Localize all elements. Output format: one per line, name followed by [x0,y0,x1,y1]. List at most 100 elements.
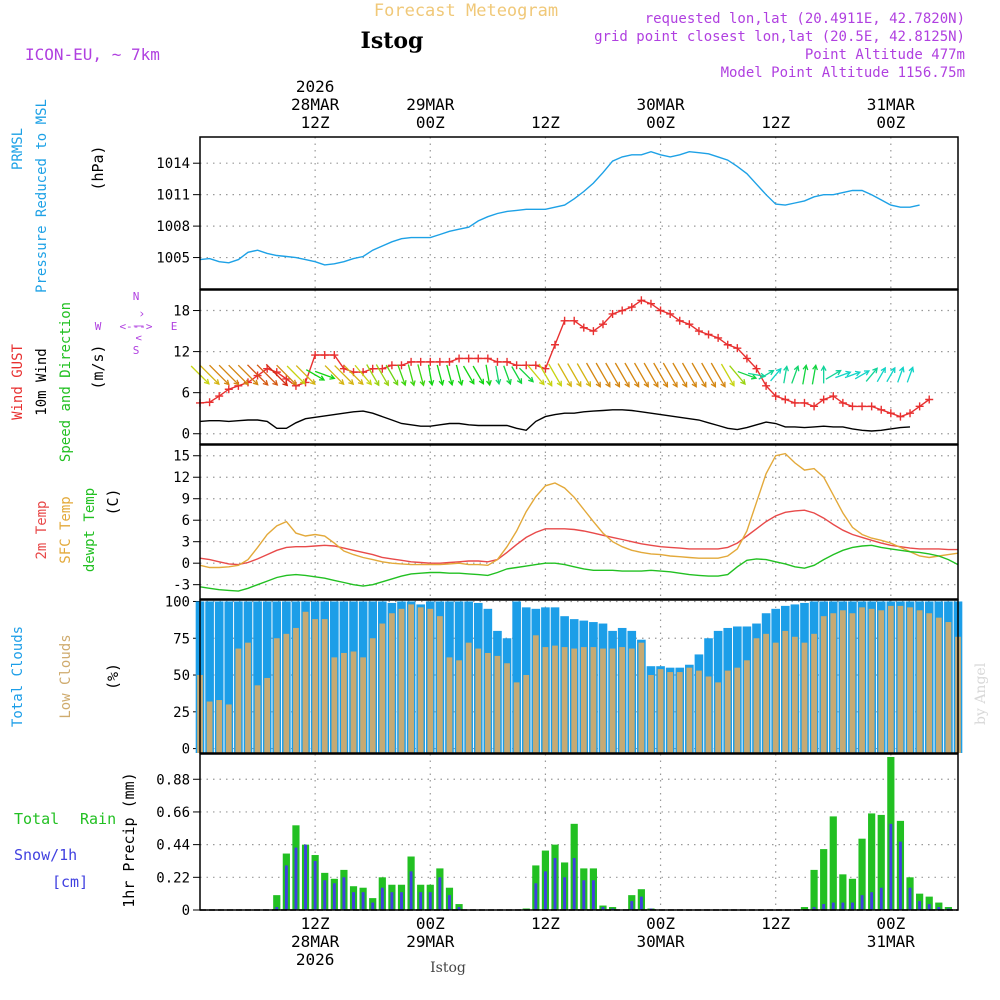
clouds-bar-low_cloud [571,648,578,753]
temp-units: (C) [104,488,122,515]
gust-marker [858,402,867,411]
point-altitude: Point Altitude 477m [805,47,965,63]
clouds-bar-low_cloud [398,608,405,753]
clouds-bar-low_cloud [849,613,856,753]
wind-direction-arrowhead [478,378,485,385]
gust-marker [570,316,579,325]
compass-east: E [171,320,178,333]
precip-ytick-label: 0.88 [156,772,190,788]
wind-direction-arrow [770,368,782,382]
wind-direction-arrow [485,364,491,386]
clouds-bar-low_cloud [715,682,722,753]
clouds-ytick-label: 0 [182,742,190,758]
cloud-label-1: Total Clouds [10,626,26,727]
clouds-bar-low_cloud [302,611,309,753]
gust-marker [503,357,512,366]
location-title: Istog [361,28,424,54]
wind-direction-arrow [643,362,659,388]
wind-direction-arrow [633,362,649,388]
wind-direction-arrowhead [291,379,298,386]
wind-direction-arrowhead [710,381,717,388]
precip-label-cm: [cm] [52,873,88,891]
wind-direction-arrow [681,362,697,388]
precip-bar-snow [390,892,394,910]
clouds-bar-low_cloud [772,642,779,753]
clouds-bar-low_cloud [216,700,223,753]
wind-direction-arrow [375,364,389,386]
pressure-ytick-label: 1014 [156,156,190,172]
wind-direction-arrow [295,365,316,385]
precip-bar-rain [925,896,933,910]
top-axis-label: 00Z [416,113,445,132]
clouds-ytick-label: 100 [165,594,190,610]
clouds-bar-low_cloud [245,642,251,753]
precip-bar-rain [848,878,857,910]
temperature-ytick-label: 15 [173,449,190,465]
wind-direction-arrowhead [392,379,399,386]
precip-bar-snow [304,844,307,910]
gust-marker [714,333,723,342]
gust-marker [762,381,771,390]
gust-marker [781,395,790,404]
precip-bar-snow [879,887,883,910]
clouds-bar-low_cloud [907,607,913,753]
gust-marker [790,398,799,407]
precip-bar-rain [858,838,866,910]
clouds-bar-low_cloud [561,647,568,753]
wind-direction-arrowhead [783,365,789,372]
clouds-bar-low_cloud [321,619,328,753]
gust-marker [435,357,444,366]
clouds-bar-low_cloud [465,642,472,753]
pressure-label-1: PRMSL [10,128,26,170]
precip-bar-rain [829,816,837,910]
clouds-bar-low_cloud [638,642,645,753]
temperature-ytick-label: 0 [182,556,190,572]
wind-direction-arrowhead [213,379,220,386]
clouds-frame [199,599,959,754]
clouds-bar-low_cloud [513,682,520,753]
clouds-bar-low_cloud [389,613,395,753]
precip-label-rain: Rain [80,810,116,828]
wind-direction-arrowhead [691,381,697,388]
wind-direction-arrowhead [233,379,240,386]
wind-direction-arrowhead [348,379,355,386]
gust-marker [666,309,675,318]
clouds-bar-low_cloud [600,648,606,753]
bottom-axis-label: 12Z [531,914,560,933]
clouds-bar-low_cloud [456,660,462,753]
temperature-frame [199,444,959,600]
bottom-axis-label: 2026 [296,950,335,969]
clouds-bar-low_cloud [504,663,510,753]
wind-direction-arrow [354,364,372,385]
clouds-bar-total_cloud [205,601,214,753]
precip-ytick-label: 0 [182,903,190,919]
wind-direction-arrow [747,372,766,377]
gust-marker [877,405,886,414]
precip-bar-snow [553,858,557,910]
precip-bar-snow [409,871,413,910]
gust-marker [704,330,713,339]
top-axis-label: 30MAR [636,95,685,114]
wind-direction-arrow [886,367,896,383]
gust-marker [416,357,425,366]
wind-direction-arrowhead [223,379,230,386]
wind-direction-arrow [218,364,239,386]
gust-marker [771,392,780,401]
wind-direction-arrow [783,366,788,384]
precip-label-total: Total [14,810,59,828]
wind-direction-arrow [334,365,354,385]
gust-marker [541,364,550,373]
precip-bar-rain [810,869,818,910]
wind-direction-arrowhead [854,370,862,377]
wind-direction-arrow [825,370,841,380]
wind-direction-arrowhead [624,381,630,388]
wind-direction-arrowhead [374,380,380,387]
wind-direction-arrow [407,364,415,386]
precip-bar-snow [323,880,327,910]
bottom-axis-label: 00Z [876,914,905,933]
wind-panel: 0 6 12 18 Wind GUST 10m Wind Speed and Directi… [10,289,959,462]
precip-ytick-label: 0.66 [156,805,190,821]
clouds-bar-low_cloud [830,613,837,753]
clouds-bar-low_cloud [552,645,558,753]
